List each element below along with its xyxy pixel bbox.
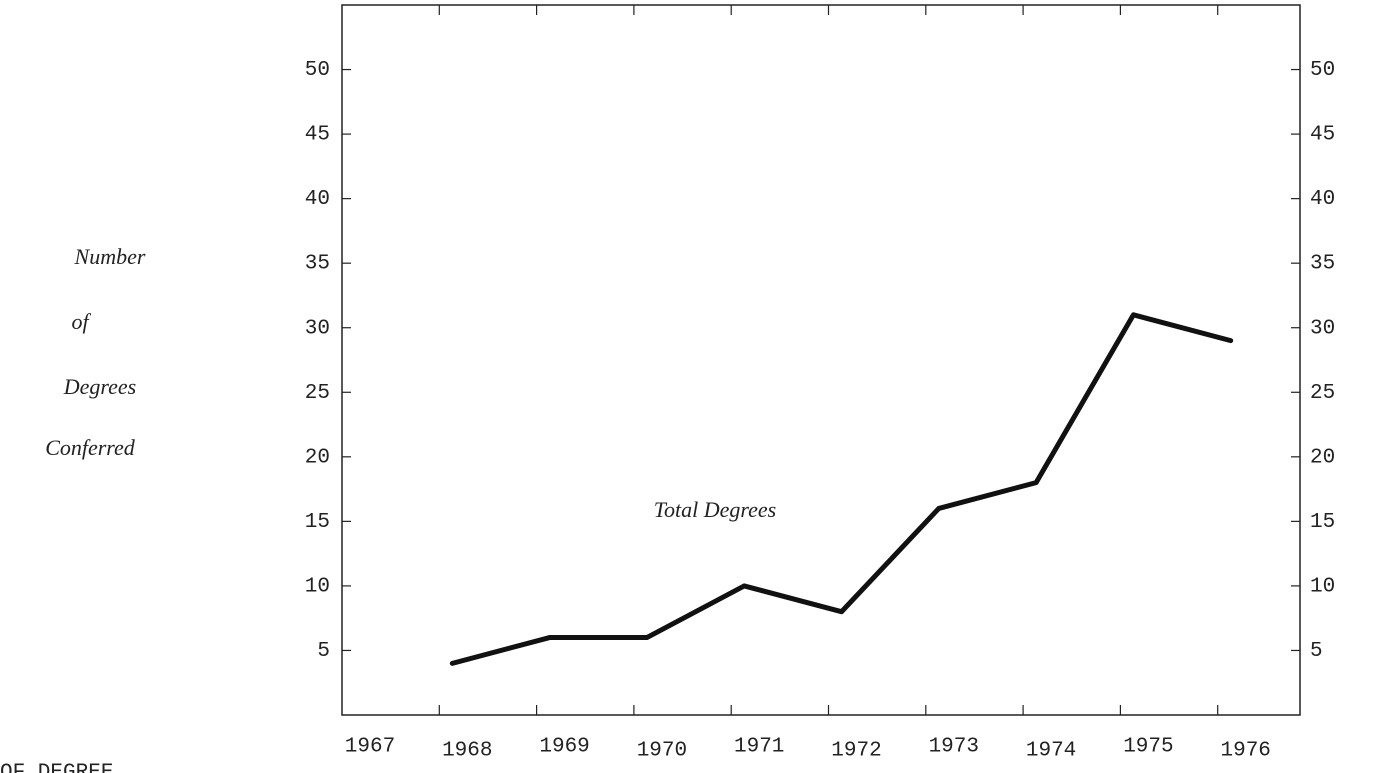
y-tick-label: 50 [305,59,330,82]
y-axis-label: Conferred [45,435,136,460]
y-tick-label: 5 [317,640,330,663]
y2-tick-label: 10 [1310,575,1335,598]
y-tick-label: 40 [305,188,330,211]
y2-tick-label: 30 [1310,317,1335,340]
x-tick-label: 1974 [1026,740,1076,763]
x-tick-label: 1972 [831,740,881,763]
y2-tick-label: 45 [1310,124,1335,147]
y-tick-label: 20 [305,446,330,469]
x-tick-label: 1968 [442,740,492,763]
y-tick-label: 35 [305,253,330,276]
x-tick-label: 1976 [1220,740,1270,763]
annotation: Total Degrees [654,497,776,522]
y-tick-label: 45 [305,124,330,147]
y-axis-label: Number [74,244,146,269]
x-tick-label: 1971 [734,736,784,759]
y-tick-label: 30 [305,317,330,340]
x-tick-label: 1975 [1123,736,1173,759]
y2-tick-label: 40 [1310,188,1335,211]
y-tick-label: 10 [305,575,330,598]
x-tick-label: 1973 [929,736,979,759]
footer-text: OF DEGREE [0,762,113,773]
y-tick-label: 15 [305,511,330,534]
y-axis-label: of [71,309,91,334]
y2-tick-label: 50 [1310,59,1335,82]
y2-tick-label: 15 [1310,511,1335,534]
y2-tick-label: 35 [1310,253,1335,276]
x-tick-label: 1970 [637,740,687,763]
x-tick-label: 1969 [539,736,589,759]
y2-tick-label: 5 [1310,640,1323,663]
y-tick-label: 25 [305,382,330,405]
plot-frame [341,4,1301,716]
y-axis-label: Degrees [63,374,137,399]
y2-tick-label: 20 [1310,446,1335,469]
x-tick-label: 1967 [345,736,395,759]
data-line [449,312,1234,666]
y2-tick-label: 25 [1310,382,1335,405]
